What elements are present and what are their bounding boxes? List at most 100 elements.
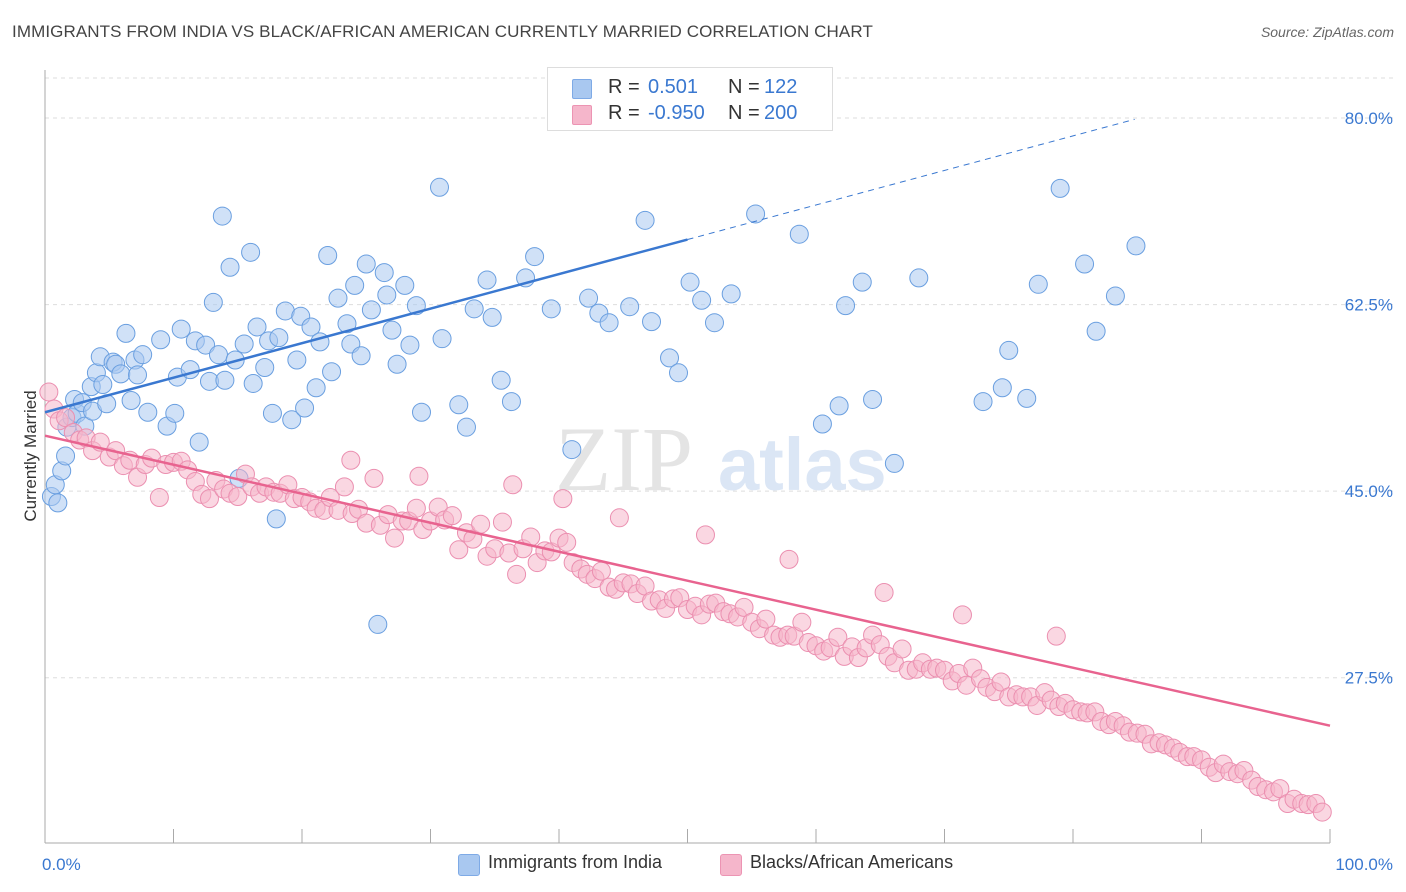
data-point-black — [385, 528, 405, 548]
legend-n-value: 122 — [764, 76, 798, 98]
data-point-india — [1017, 388, 1037, 408]
data-point-india — [295, 398, 315, 418]
data-point-india — [909, 268, 929, 288]
data-point-india — [208, 345, 228, 365]
data-point-black — [734, 597, 754, 617]
data-point-india — [318, 246, 338, 266]
data-point-india — [247, 317, 267, 337]
data-point-black — [779, 549, 799, 569]
data-point-india — [328, 288, 348, 308]
data-point-black — [199, 489, 219, 509]
data-point-black — [991, 672, 1011, 692]
data-point-black — [828, 627, 848, 647]
x-tick-label: 100.0% — [1335, 855, 1393, 874]
data-point-india — [692, 290, 712, 310]
data-point-india — [680, 272, 700, 292]
x-tick-label: 0.0% — [42, 855, 81, 874]
y-tick-label: 45.0% — [1345, 482, 1393, 501]
legend-r-label: R = — [608, 102, 640, 124]
data-point-india — [382, 320, 402, 340]
data-point-india — [669, 363, 689, 383]
chart-source: Source: ZipAtlas.com — [1260, 24, 1394, 40]
data-point-india — [620, 297, 640, 317]
data-point-india — [1105, 286, 1125, 306]
data-point-india — [395, 275, 415, 295]
data-point-india — [128, 365, 148, 385]
data-point-india — [56, 446, 76, 466]
data-point-india — [412, 402, 432, 422]
data-point-black — [39, 382, 59, 402]
data-point-black — [892, 639, 912, 659]
data-point-india — [121, 391, 141, 411]
data-point-black — [756, 609, 776, 629]
data-point-black — [149, 488, 169, 508]
data-point-india — [746, 204, 766, 224]
data-point-india — [269, 328, 289, 348]
data-point-india — [635, 210, 655, 230]
legend-bottom-swatch-black — [720, 854, 742, 876]
data-point-india — [48, 493, 68, 513]
legend-row-india: R = 0.501 N = 122 — [548, 75, 832, 101]
trendline-india-extension — [687, 118, 1135, 241]
y-axis-label: Currently Married — [21, 390, 40, 521]
data-point-india — [337, 314, 357, 334]
data-point-india — [255, 357, 275, 377]
data-point-india — [829, 396, 849, 416]
data-point-black — [1270, 779, 1290, 799]
data-point-black — [609, 508, 629, 528]
y-tick-label: 27.5% — [1345, 669, 1393, 688]
data-point-india — [1086, 321, 1106, 341]
trendline-india — [44, 238, 688, 414]
data-point-india — [165, 403, 185, 423]
data-point-black — [409, 466, 429, 486]
data-point-india — [111, 364, 131, 384]
data-point-india — [491, 370, 511, 390]
legend-n-value: 200 — [764, 102, 798, 124]
data-point-india — [243, 373, 263, 393]
data-point-india — [345, 275, 365, 295]
data-point-india — [306, 378, 326, 398]
data-point-india — [133, 345, 153, 365]
data-point-india — [301, 317, 321, 337]
data-point-black — [56, 408, 76, 428]
data-point-india — [852, 272, 872, 292]
data-point-india — [262, 403, 282, 423]
y-tick-label: 62.5% — [1345, 296, 1393, 315]
data-point-black — [463, 529, 483, 549]
data-point-black — [442, 506, 462, 526]
data-point-india — [464, 299, 484, 319]
data-point-black — [334, 477, 354, 497]
data-point-india — [456, 417, 476, 437]
watermark-zip: ZIP — [555, 408, 693, 510]
data-point-india — [215, 370, 235, 390]
data-point-india — [704, 313, 724, 333]
data-point-black — [341, 450, 361, 470]
data-point-india — [387, 354, 407, 374]
legend-r-value: 0.501 — [648, 76, 699, 98]
data-point-black — [1046, 626, 1066, 646]
data-point-india — [1126, 236, 1146, 256]
legend-r-value: -0.950 — [648, 102, 705, 124]
data-point-black — [228, 486, 248, 506]
data-point-india — [836, 296, 856, 316]
data-point-india — [189, 432, 209, 452]
data-point-india — [351, 346, 371, 366]
data-point-india — [477, 270, 497, 290]
data-point-black — [507, 564, 527, 584]
data-point-black — [591, 561, 611, 581]
data-point-india — [241, 242, 261, 262]
data-point-black — [1312, 802, 1332, 822]
data-point-india — [1028, 274, 1048, 294]
data-point-india — [501, 392, 521, 412]
data-point-black — [492, 512, 512, 532]
data-point-black — [553, 489, 573, 509]
data-point-black — [874, 582, 894, 602]
legend-bottom-label-india: Immigrants from India — [488, 852, 663, 872]
data-point-black — [406, 498, 426, 518]
data-point-india — [525, 247, 545, 267]
data-point-black — [695, 525, 715, 545]
legend-bottom-label-black: Blacks/African Americans — [750, 852, 954, 872]
data-point-india — [361, 300, 381, 320]
legend-swatch-india — [572, 79, 592, 99]
